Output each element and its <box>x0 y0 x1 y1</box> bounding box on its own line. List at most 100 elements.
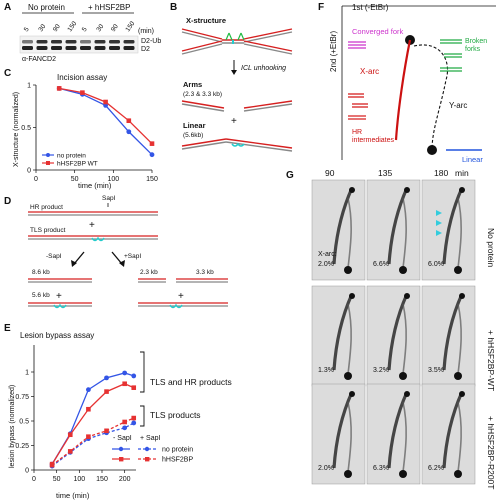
x-tick-label: 100 <box>107 176 119 183</box>
data-point <box>86 387 91 393</box>
kb56-label: 5.6 kb <box>32 292 50 299</box>
chart-c-ylabel: X-structure (normalized) <box>13 92 20 167</box>
legend-minus-sapi: - SapI <box>113 435 132 442</box>
x-tick-label: 150 <box>96 476 108 483</box>
axis-2nd-label: 2nd (+EtBr) <box>329 31 338 72</box>
group-right-label: + hHSF2BP <box>88 3 130 12</box>
sapi-label: SapI <box>102 195 116 202</box>
chart-e-title: Lesion bypass assay <box>20 331 94 340</box>
blot-band-ub <box>123 40 135 44</box>
data-point <box>122 425 128 431</box>
pct-r1-c3: 6.0% <box>428 261 444 268</box>
x-arc-label: X-arc <box>360 67 379 76</box>
data-point <box>86 434 91 439</box>
legend-e-hhsf2bp: hHSF2BP <box>162 457 193 464</box>
panel-d-letter: D <box>4 196 11 207</box>
y-tick-label: 0.25 <box>15 443 29 450</box>
data-point <box>104 428 109 434</box>
linear-diagram <box>181 138 293 152</box>
tls-product-label: TLS product <box>30 227 66 234</box>
gel-arc <box>347 303 352 375</box>
band-top-label: D2-Ub <box>141 38 161 45</box>
plus-sapi-label: +SapI <box>124 253 141 260</box>
lane-label: 5 <box>23 26 31 33</box>
panel-c-letter: C <box>4 68 11 79</box>
gel-arc <box>332 293 354 371</box>
panel-a: A No protein + hHSF2BP 5 30 90 150 5 30 90 150 … <box>4 2 161 63</box>
gel-arc <box>402 401 407 473</box>
gel-spot <box>454 470 462 478</box>
linear-spot <box>427 145 437 155</box>
hr-product-label: HR product <box>30 204 63 211</box>
time-135: 135 <box>378 168 392 178</box>
blot-band-d2 <box>22 46 33 50</box>
blot-bands <box>22 40 135 50</box>
blot-band-ub <box>22 40 33 44</box>
data-point <box>131 415 137 421</box>
lane-label: 30 <box>37 23 47 33</box>
gel-arc <box>457 401 462 473</box>
gel-spot <box>399 372 407 380</box>
blot-band-d2 <box>123 46 135 50</box>
chart-c-title: Incision assay <box>57 73 107 82</box>
data-point <box>49 462 55 468</box>
gel-arc <box>332 391 354 469</box>
step-label: ICL unhooking <box>241 65 286 72</box>
blot-band-d2 <box>65 46 77 50</box>
panel-e: E Lesion bypass assay 0 50 100 150 20000.250… <box>4 323 232 500</box>
pct-r3-c1: 2.0% <box>318 465 334 472</box>
pct-r2-c2: 3.2% <box>373 367 389 374</box>
data-point <box>131 373 137 379</box>
y-tick-label: 0 <box>25 468 29 475</box>
legend-no-protein: no protein <box>57 153 86 160</box>
kb23-label: 2.3 kb <box>140 269 158 276</box>
gel-arc <box>442 293 464 371</box>
blot-band-d2 <box>51 46 62 50</box>
chart-c-xlabel: time (min) <box>78 181 112 190</box>
minus-sapi-label: -SapI <box>46 253 62 260</box>
gel-arc <box>457 197 462 269</box>
panel-b: B X-structure ICL unhooking Arms (2.3 & … <box>170 2 293 152</box>
row-label-wt: + hHSF2BP-WT <box>486 330 496 391</box>
linear-label: Linear <box>183 121 206 130</box>
pct-r3-c2: 6.3% <box>373 465 389 472</box>
hr-label-2: intermediates <box>352 137 395 144</box>
data-point <box>131 420 137 426</box>
pct-r1-c1: 2.0% <box>318 261 334 268</box>
panel-e-letter: E <box>4 323 11 334</box>
blot-band-ub <box>109 40 120 44</box>
x-tick-label: 0 <box>32 476 36 483</box>
panel-a-letter: A <box>4 2 11 13</box>
plus-sign: + <box>231 116 237 127</box>
data-point <box>80 90 85 95</box>
arms-diagram <box>181 100 293 112</box>
gel-arc <box>387 293 409 371</box>
data-point <box>122 370 128 376</box>
gel-arc <box>387 391 409 469</box>
gel-arc <box>402 197 407 269</box>
x-tick-label: 100 <box>73 476 85 483</box>
y-tick-label: 0 <box>27 168 31 175</box>
gel-arc <box>402 303 407 375</box>
pct-r2-c1: 1.3% <box>318 367 334 374</box>
gel-spot <box>399 470 407 478</box>
unit-label: (min) <box>138 28 154 35</box>
series-line <box>59 87 153 145</box>
time-unit: min <box>455 168 469 178</box>
lane-label: 90 <box>110 23 120 33</box>
gel-arc <box>387 187 409 265</box>
blot-band-ub <box>51 40 62 44</box>
blot-band-ub <box>65 40 77 44</box>
x-structure-label: X-structure <box>186 16 226 25</box>
row-label-r200t: + hHSF2BP-R200T <box>486 416 496 489</box>
gel-arc <box>457 303 462 375</box>
x-structure-diagram <box>181 28 293 55</box>
arrowhead-icon <box>436 210 442 216</box>
gel-arc <box>442 391 464 469</box>
arms-size-label: (2.3 & 3.3 kb) <box>183 91 222 98</box>
data-point <box>122 381 127 387</box>
legend-hhsf2bp-wt: hHSF2BP WT <box>57 161 98 168</box>
gel-spot <box>404 187 410 193</box>
lane-label: 30 <box>95 23 105 33</box>
